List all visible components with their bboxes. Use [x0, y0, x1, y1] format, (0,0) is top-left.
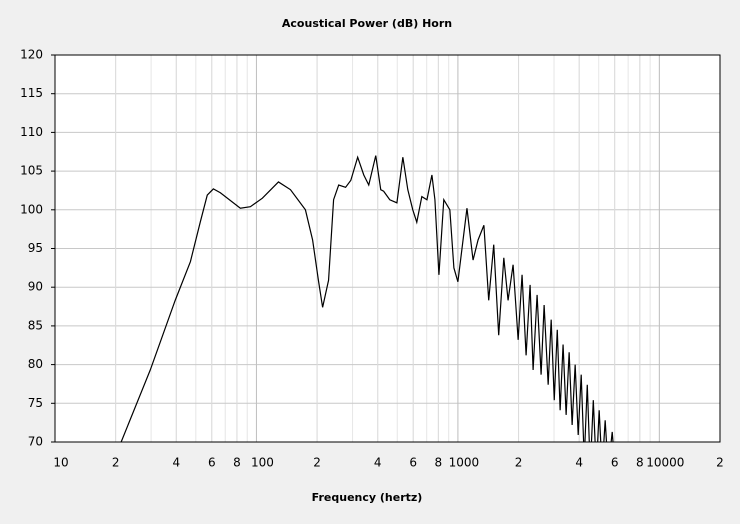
y-tick-label: 120 [20, 48, 43, 62]
x-tick-label: 2 [313, 456, 321, 470]
y-tick-label: 110 [20, 125, 43, 139]
y-tick-label: 70 [28, 435, 43, 449]
y-tick-label: 80 [28, 357, 43, 371]
y-tick-label: 85 [28, 318, 43, 332]
y-tick-label: 75 [28, 396, 43, 410]
chart-title: Acoustical Power (dB) Horn [282, 17, 452, 30]
data-line [120, 155, 614, 442]
x-tick-label: 8 [435, 456, 443, 470]
x-tick-label: 10 [53, 456, 68, 470]
x-tick-label: 8 [636, 456, 644, 470]
x-tick-label: 6 [611, 456, 619, 470]
x-tick-label: 8 [233, 456, 241, 470]
x-tick-label: 1000 [449, 456, 480, 470]
x-tick-label: 2 [112, 456, 120, 470]
y-tick-label: 100 [20, 202, 43, 216]
x-tick-label: 10000 [646, 456, 684, 470]
plot-border [54, 54, 721, 443]
x-tick-label: 4 [172, 456, 180, 470]
x-tick-label: 100 [251, 456, 274, 470]
x-tick-label: 6 [208, 456, 216, 470]
x-tick-label: 2 [515, 456, 523, 470]
y-tick-label: 105 [20, 164, 43, 178]
y-tick-label: 90 [28, 280, 43, 294]
x-tick-label: 4 [374, 456, 382, 470]
x-tick-label: 2 [716, 456, 724, 470]
x-axis-label: Frequency (hertz) [312, 491, 423, 504]
x-tick-label: 6 [409, 456, 417, 470]
y-tick-label: 95 [28, 241, 43, 255]
y-tick-label: 115 [20, 86, 43, 100]
x-tick-label: 4 [575, 456, 583, 470]
